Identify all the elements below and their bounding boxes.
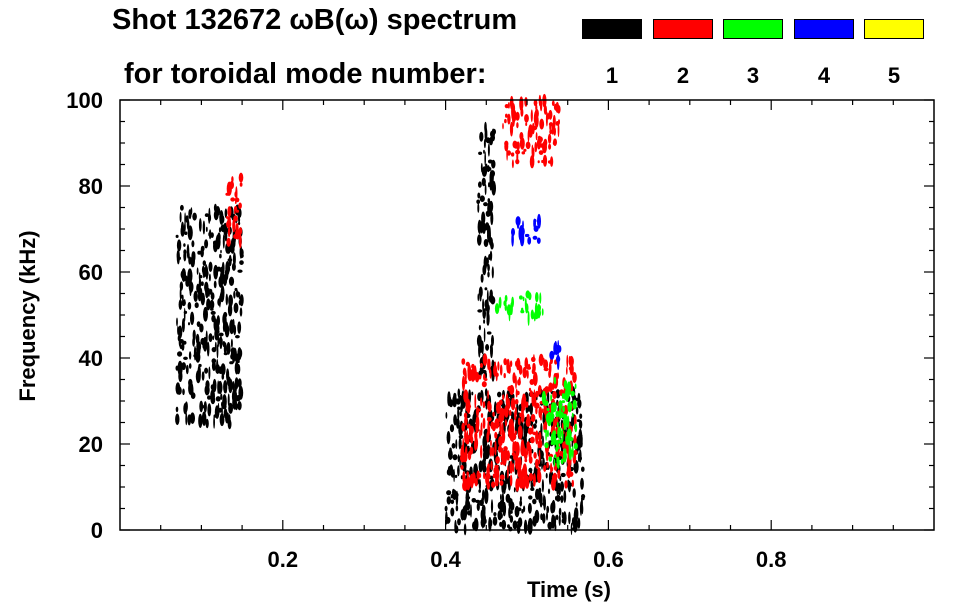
y-tick-label: 100 xyxy=(66,88,103,113)
spectrum-region-n4-0 xyxy=(511,213,541,247)
legend-label-n3: 3 xyxy=(746,63,760,88)
spectrum-region-n1-0 xyxy=(175,203,244,430)
spectrum-region-n2-2 xyxy=(502,93,561,169)
legend-swatch-n5 xyxy=(864,19,924,39)
spectrum-region-n3-1 xyxy=(541,376,578,469)
spectrum-region-n1-2 xyxy=(476,121,497,382)
spectrum-region-n4-1 xyxy=(549,340,562,371)
y-tick-label: 60 xyxy=(79,260,103,285)
tick-labels: 0.2 0.4 0.6 0.8 0 20 40 60 80 100 xyxy=(66,88,786,572)
legend-label-n1: 1 xyxy=(605,63,619,88)
y-tick-label: 0 xyxy=(91,518,103,543)
legend-swatch-n2 xyxy=(653,19,713,39)
legend-label-n2: 2 xyxy=(676,63,690,88)
y-tick-label: 20 xyxy=(79,432,103,457)
y-tick-label: 40 xyxy=(79,346,103,371)
legend-caption: for toroidal mode number: xyxy=(124,58,487,90)
x-tick-label: 0.6 xyxy=(593,547,624,572)
plot-frame xyxy=(119,99,935,531)
legend-swatch-n3 xyxy=(723,19,783,39)
legend-swatch-n1 xyxy=(582,19,642,39)
x-tick-label: 0.8 xyxy=(756,547,787,572)
x-axis-label: Time (s) xyxy=(527,577,611,602)
spectrum-region-n3-0 xyxy=(494,290,544,326)
chart-title: Shot 132672 ωB(ω) spectrum xyxy=(112,4,518,36)
x-tick-label: 0.2 xyxy=(268,547,299,572)
legend-label-n5: 5 xyxy=(887,63,901,88)
axis-ticks xyxy=(120,99,934,531)
spectrum-region-n2-0 xyxy=(225,172,244,249)
legend-label-n4: 4 xyxy=(817,63,831,88)
spectrum-region-n2-1 xyxy=(460,353,578,492)
legend-swatch-n4 xyxy=(794,19,854,39)
x-tick-label: 0.4 xyxy=(430,547,461,572)
y-axis-label: Frequency (kHz) xyxy=(15,230,40,402)
y-tick-label: 80 xyxy=(79,174,103,199)
spectrum-regions xyxy=(175,93,586,536)
